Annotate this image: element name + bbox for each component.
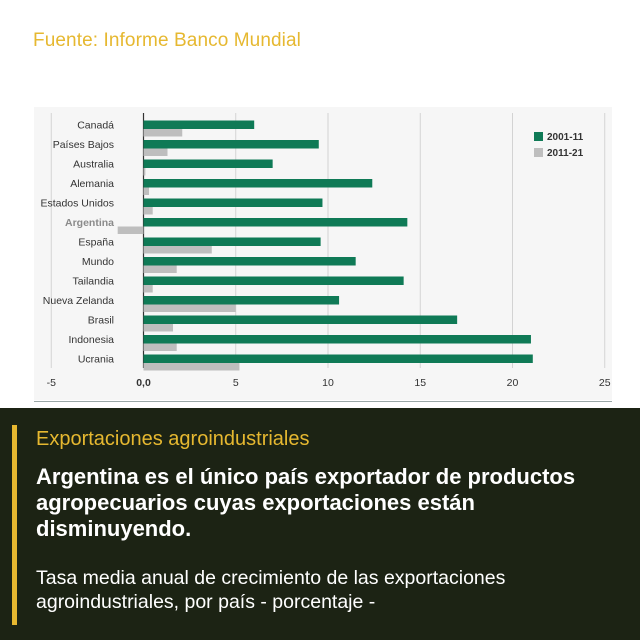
category-label: Argentina xyxy=(65,217,114,229)
bar-2011-21 xyxy=(143,148,168,156)
bar-2011-21 xyxy=(143,265,177,273)
bar-2001-11 xyxy=(143,335,531,344)
bar-2001-11 xyxy=(143,354,533,363)
legend-label: 2011-21 xyxy=(547,148,584,159)
legend-label: 2001-11 xyxy=(547,132,584,143)
bar-2011-21 xyxy=(143,246,212,254)
bar-2001-11 xyxy=(143,218,408,227)
x-tick-label: 15 xyxy=(414,377,426,389)
info-panel xyxy=(0,408,640,640)
category-label: Mundo xyxy=(82,256,114,268)
bar-2001-11 xyxy=(143,140,319,149)
legend-swatch-2001-11 xyxy=(534,132,543,141)
bar-2011-21 xyxy=(143,187,150,195)
bar-2001-11 xyxy=(143,120,255,129)
category-label: Alemania xyxy=(70,178,114,190)
chart-background xyxy=(34,107,612,400)
x-tick-label: 0,0 xyxy=(136,377,151,389)
bar-2011-21 xyxy=(143,207,153,215)
bar-2011-21 xyxy=(117,226,144,234)
panel-subtitle: Tasa media anual de crecimiento de las e… xyxy=(36,567,506,613)
panel-headline: Argentina es el único país exportador de… xyxy=(36,464,576,541)
bar-2001-11 xyxy=(143,257,356,266)
x-tick-label: -5 xyxy=(47,377,56,389)
category-label: Ucrania xyxy=(78,354,114,366)
chart-bottom-rule xyxy=(34,401,612,402)
x-tick-label: 5 xyxy=(233,377,239,389)
bar-2011-21 xyxy=(143,304,236,312)
bar-2001-11 xyxy=(143,315,458,324)
panel-title: Exportaciones agroindustriales xyxy=(36,428,310,450)
category-label: España xyxy=(78,237,114,249)
bar-2011-21 xyxy=(143,129,183,137)
bar-2001-11 xyxy=(143,179,373,188)
bar-2011-21 xyxy=(143,285,153,293)
bar-2001-11 xyxy=(143,159,273,168)
bar-2001-11 xyxy=(143,237,321,246)
category-label: Tailandia xyxy=(73,276,115,288)
bar-2011-21 xyxy=(143,343,177,351)
category-label: Estados Unidos xyxy=(40,198,114,210)
legend-swatch-2011-21 xyxy=(534,148,543,157)
bar-2011-21 xyxy=(143,363,240,371)
source-note: Fuente: Informe Banco Mundial xyxy=(33,30,301,51)
bar-2011-21 xyxy=(143,324,174,332)
bar-2011-21 xyxy=(143,168,146,176)
x-tick-label: 20 xyxy=(507,377,519,389)
category-label: Indonesia xyxy=(68,334,114,346)
x-tick-label: 10 xyxy=(322,377,334,389)
category-label: Nueva Zelanda xyxy=(43,295,114,307)
bar-2001-11 xyxy=(143,296,340,305)
category-label: Brasil xyxy=(88,315,114,327)
bar-2001-11 xyxy=(143,276,404,285)
category-label: Canadá xyxy=(77,120,114,132)
category-label: Australia xyxy=(73,159,114,171)
bar-2001-11 xyxy=(143,198,323,207)
panel-accent-bar xyxy=(12,425,17,625)
category-label: Países Bajos xyxy=(53,139,114,151)
x-tick-label: 25 xyxy=(599,377,611,389)
